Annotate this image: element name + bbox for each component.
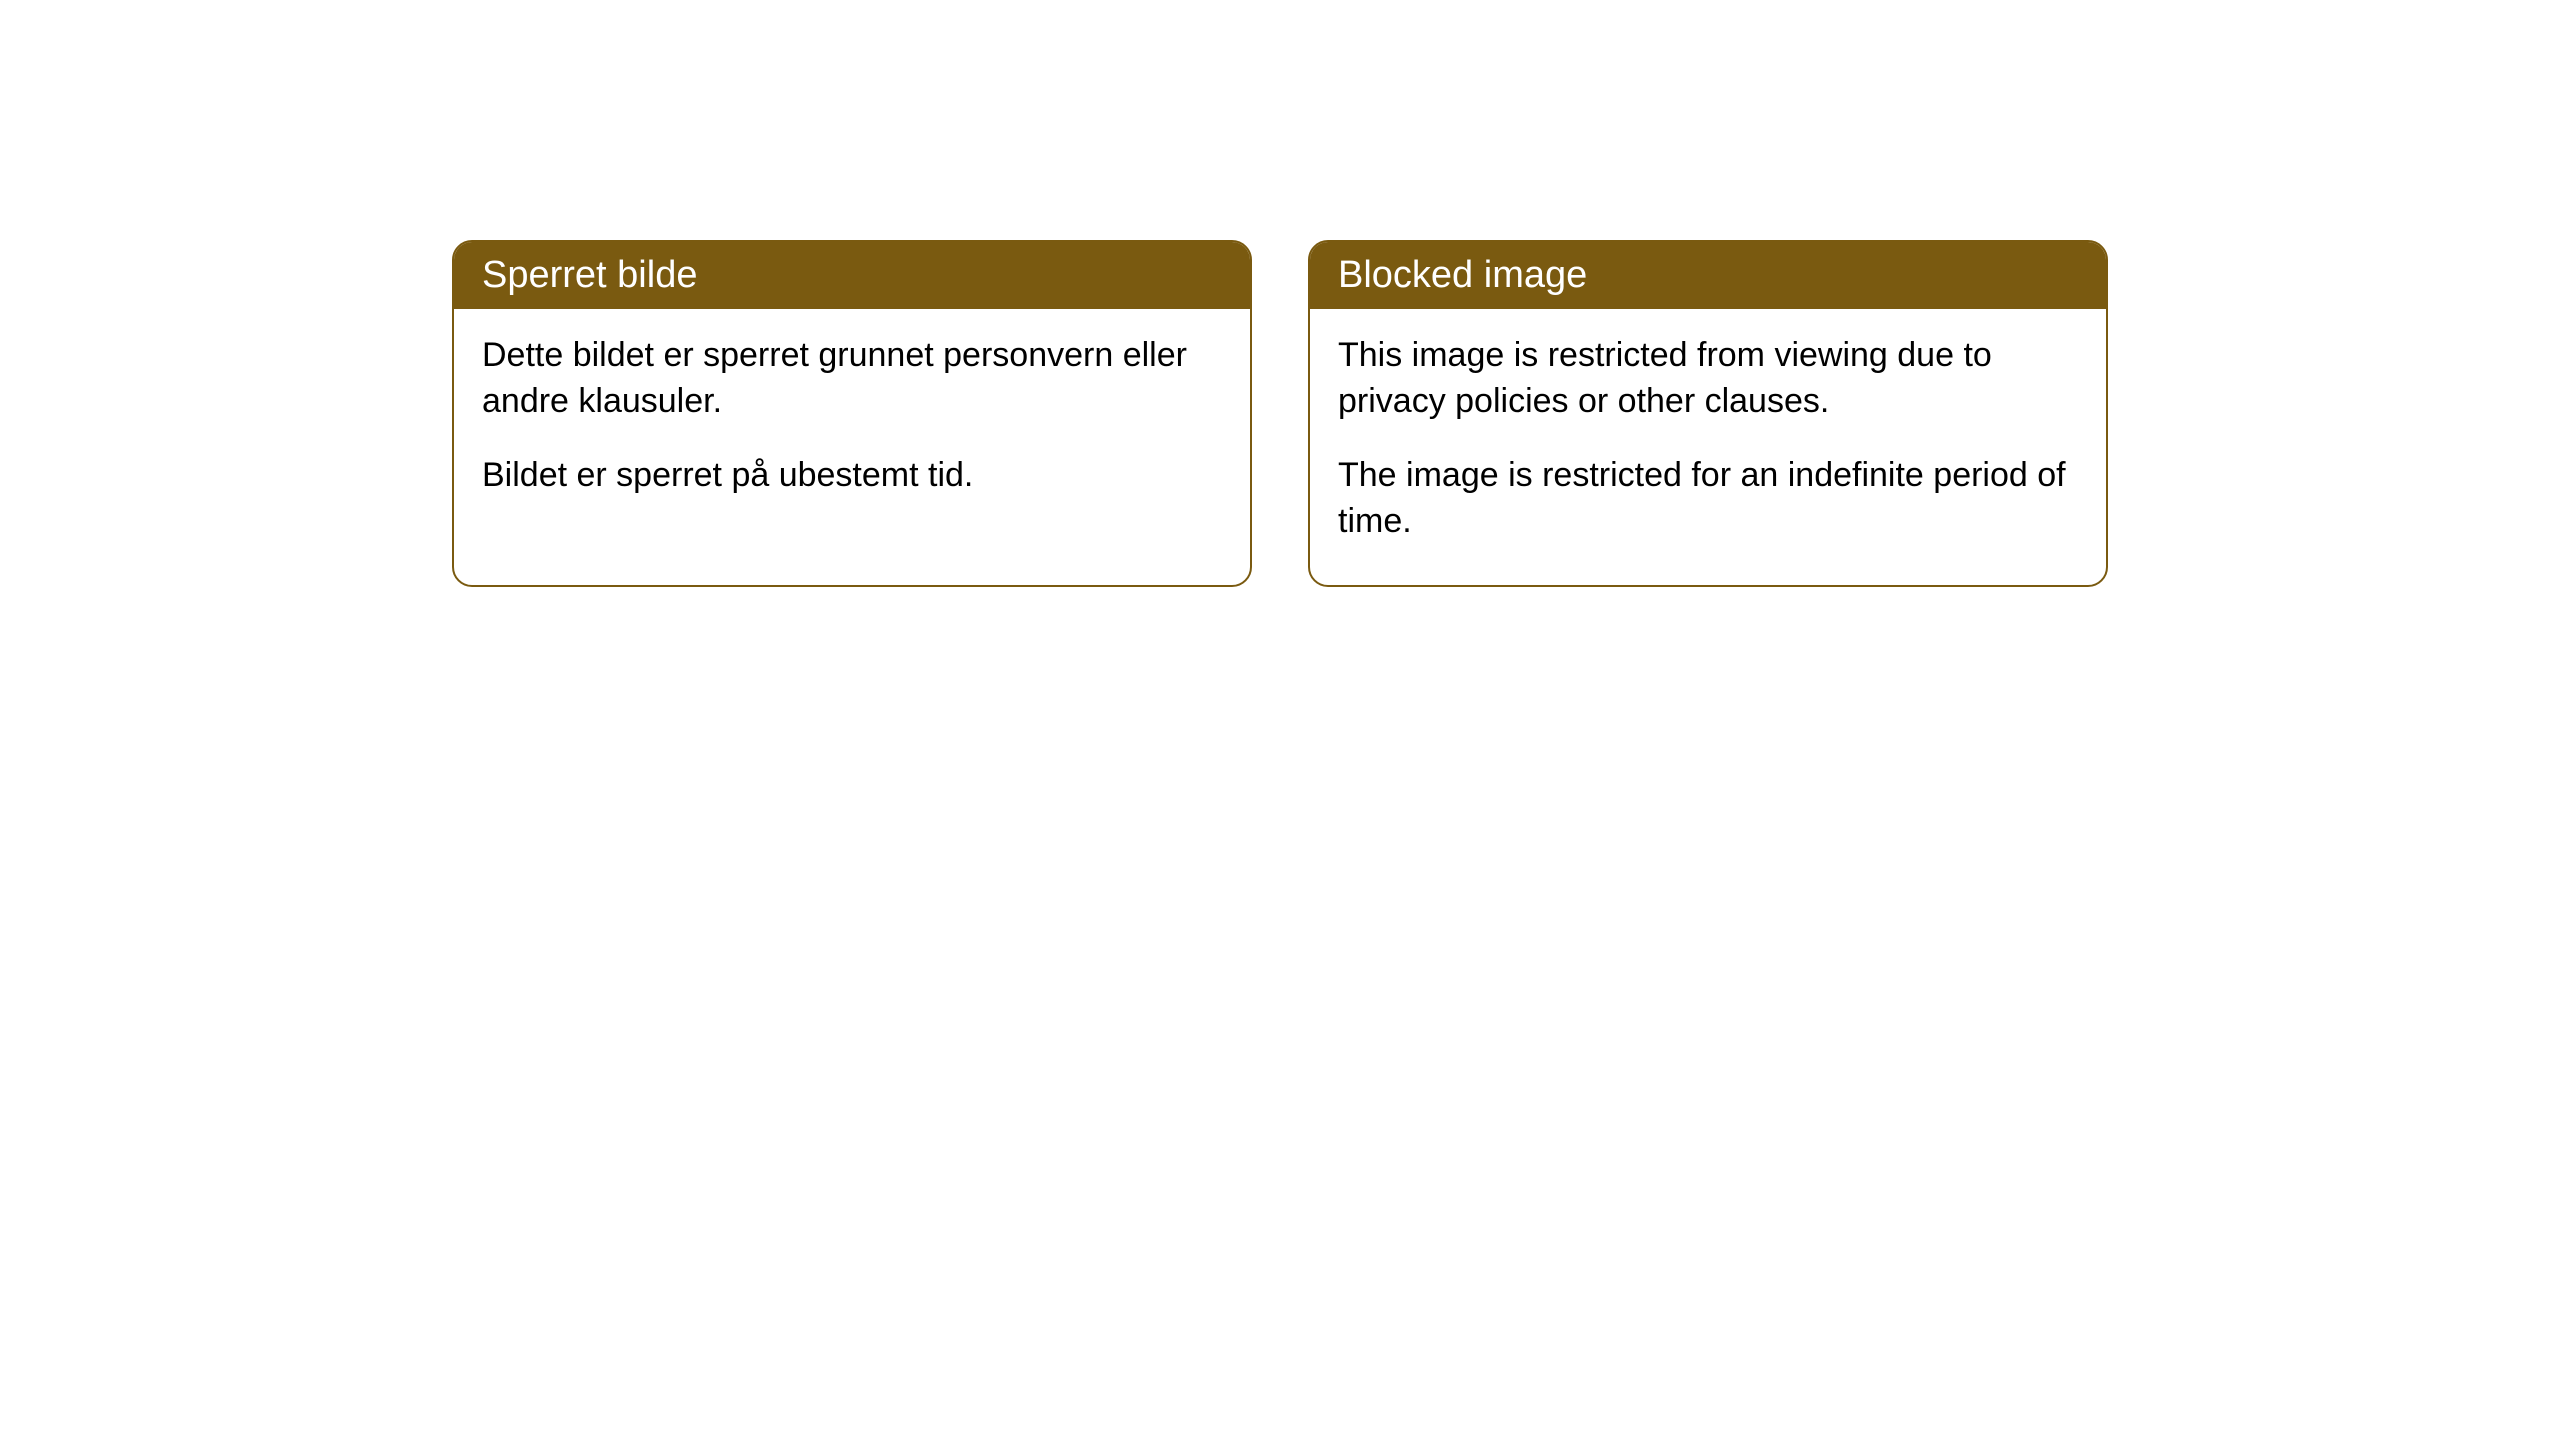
notice-cards-container: Sperret bilde Dette bildet er sperret gr…	[452, 240, 2108, 587]
card-body-english: This image is restricted from viewing du…	[1310, 309, 2106, 585]
card-paragraph: Dette bildet er sperret grunnet personve…	[482, 333, 1222, 425]
card-paragraph: The image is restricted for an indefinit…	[1338, 453, 2078, 545]
blocked-image-card-english: Blocked image This image is restricted f…	[1308, 240, 2108, 587]
card-paragraph: This image is restricted from viewing du…	[1338, 333, 2078, 425]
card-paragraph: Bildet er sperret på ubestemt tid.	[482, 453, 1222, 499]
card-title: Sperret bilde	[482, 254, 697, 296]
card-title: Blocked image	[1338, 254, 1587, 296]
card-body-norwegian: Dette bildet er sperret grunnet personve…	[454, 309, 1250, 539]
card-header-norwegian: Sperret bilde	[454, 242, 1250, 309]
card-header-english: Blocked image	[1310, 242, 2106, 309]
blocked-image-card-norwegian: Sperret bilde Dette bildet er sperret gr…	[452, 240, 1252, 587]
